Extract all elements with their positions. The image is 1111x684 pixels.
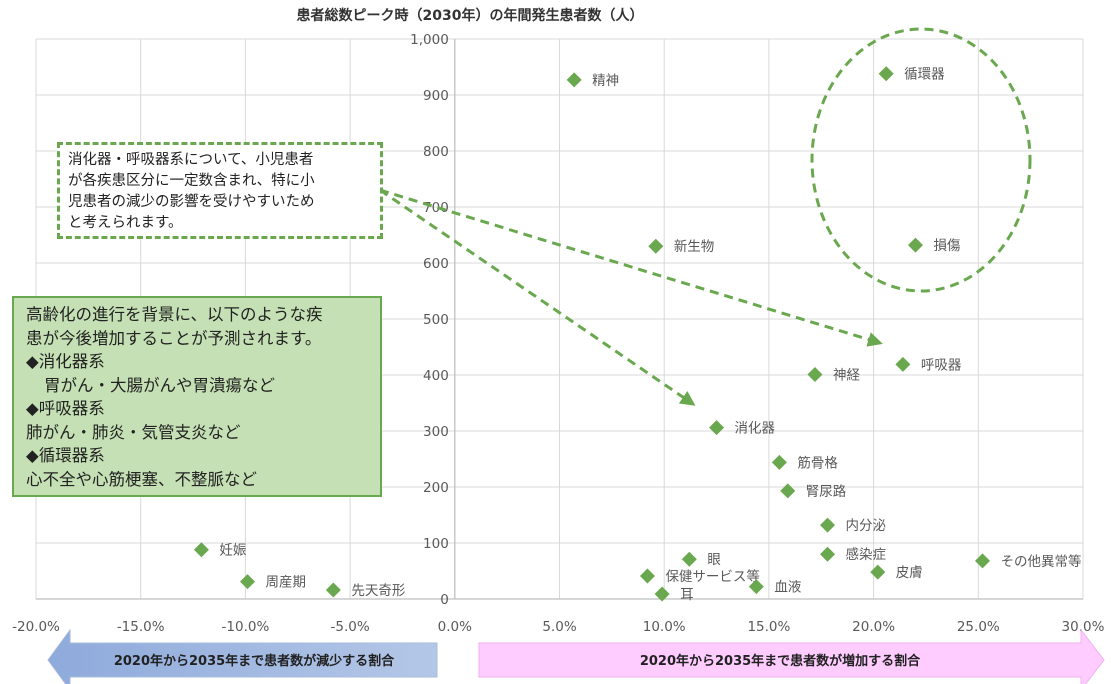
- data-point-label: 先天奇形: [351, 582, 405, 599]
- data-point-marker: [681, 551, 697, 567]
- x-tick-label: 30.0%: [1062, 619, 1105, 635]
- elderly-note-line: 患が今後増加することが予測されます。: [26, 328, 322, 348]
- y-tick-label: 400: [423, 368, 449, 384]
- data-point-label: 神経: [833, 367, 861, 383]
- pediatric-note-line: 児患者の減少の影響を受けやすいため: [68, 194, 315, 210]
- x-tick-label: 5.0%: [542, 619, 576, 635]
- data-point-label: 保健サービス等: [665, 568, 760, 585]
- y-tick-label: 500: [423, 312, 449, 328]
- chart-title: 患者総数ピーク時（2030年）の年間発生患者数（人）: [297, 7, 644, 24]
- data-point-label: 精神: [592, 73, 619, 89]
- elderly-note-line: 胃がん・大腸がんや胃潰瘍など: [44, 375, 275, 395]
- increase-label: 2020年から2035年まで患者数が増加する割合: [640, 653, 921, 669]
- data-point-label: 耳: [680, 587, 694, 603]
- x-tick-label: 25.0%: [957, 619, 1000, 635]
- data-point-marker: [639, 568, 655, 584]
- x-tick-label: -10.0%: [222, 619, 270, 635]
- data-point-marker: [870, 564, 886, 580]
- data-point-label: 新生物: [674, 239, 715, 255]
- elderly-note-line: 高齢化の進行を背景に、以下のような疾: [26, 305, 323, 324]
- pediatric-note: 消化器・呼吸器系について、小児患者 が各疾患区分に一定数含まれ、特に小 児患者の…: [57, 142, 383, 239]
- y-tick-label: 600: [423, 256, 449, 272]
- data-point-label: 腎尿路: [806, 484, 847, 500]
- elderly-note-heading: ◆呼吸器系: [26, 399, 105, 418]
- grid: [35, 38, 1084, 600]
- data-point-marker: [974, 553, 990, 569]
- data-point-marker: [709, 420, 725, 436]
- callout-arrow-digestive: [379, 188, 696, 406]
- elderly-note-line: 肺がん・肺炎・気管支炎など: [26, 422, 241, 442]
- data-point-label: 眼: [707, 552, 721, 568]
- data-point-marker: [907, 237, 923, 253]
- elderly-note: 高齢化の進行を背景に、以下のような疾 患が今後増加することが予測されます。 ◆消…: [12, 296, 382, 497]
- decrease-label: 2020年から2035年まで患者数が減少する割合: [114, 653, 395, 669]
- x-tick-label: 10.0%: [643, 619, 686, 635]
- data-point-marker: [878, 66, 894, 82]
- data-point-marker: [748, 579, 764, 595]
- data-point-marker: [654, 586, 670, 602]
- y-tick-label: 300: [423, 424, 449, 440]
- data-point-label: 妊娠: [219, 543, 246, 559]
- callout-arrow-respiratory: [379, 188, 883, 347]
- elderly-note-heading: ◆循環器系: [26, 446, 105, 465]
- data-point-marker: [648, 238, 664, 254]
- y-tick-label: 100: [423, 536, 449, 552]
- data-point-label: 呼吸器: [921, 357, 962, 373]
- data-point-marker: [820, 517, 836, 533]
- data-point-marker: [820, 546, 836, 562]
- x-tick-label: -5.0%: [331, 619, 370, 635]
- data-point-label: 損傷: [933, 238, 961, 254]
- data-point-marker: [895, 356, 911, 372]
- data-point-label: 感染症: [846, 546, 887, 563]
- data-point-label: 内分泌: [846, 518, 887, 534]
- data-point-marker: [771, 454, 787, 470]
- y-tick-label: 1,000: [410, 32, 449, 48]
- y-tick-label: 200: [423, 480, 449, 496]
- x-tick-labels: -20.0% -15.0% -10.0% -5.0% 0.0% 5.0% 10.0% 15.0…: [12, 619, 1104, 635]
- highlight-ellipse: [810, 27, 1032, 293]
- data-point-label: 血液: [774, 580, 801, 596]
- x-tick-label: -15.0%: [117, 619, 165, 635]
- decrease-arrow: 2020年から2035年まで患者数が減少する割合: [47, 628, 438, 684]
- y-tick-label: 800: [423, 144, 449, 160]
- data-point-label: 筋骨格: [797, 454, 838, 471]
- increase-arrow: 2020年から2035年まで患者数が増加する割合: [478, 628, 1105, 684]
- data-point-marker: [780, 483, 796, 499]
- data-point-label: 循環器: [904, 67, 945, 83]
- x-tick-label: 0.0%: [438, 619, 472, 635]
- data-point-label: 周産期: [265, 575, 306, 591]
- pediatric-note-line: と考えられます。: [68, 215, 183, 231]
- y-tick-labels: 0 100 200 300 400 500 600 700 800 900 1,000: [410, 32, 449, 608]
- elderly-note-heading: ◆消化器系: [26, 352, 105, 371]
- x-tick-label: 15.0%: [747, 619, 790, 635]
- data-point-marker: [193, 542, 209, 558]
- y-tick-label: 700: [423, 200, 449, 216]
- y-tick-label: 900: [423, 88, 449, 104]
- data-point-marker: [566, 72, 582, 88]
- data-point-marker: [239, 574, 255, 590]
- x-tick-label: 20.0%: [852, 619, 895, 635]
- x-tick-label: -20.0%: [12, 619, 60, 635]
- data-point-label: その他異常等: [1000, 553, 1081, 570]
- data-point-label: 消化器: [735, 421, 776, 437]
- data-point-label: 皮膚: [896, 565, 923, 581]
- pediatric-note-line: が各疾患区分に一定数含まれ、特に小: [68, 173, 315, 189]
- elderly-note-line: 心不全や心筋梗塞、不整脈など: [26, 469, 257, 489]
- data-point-marker: [807, 366, 823, 382]
- y-tick-label: 0: [440, 592, 449, 608]
- pediatric-note-line: 消化器・呼吸器系について、小児患者: [68, 152, 314, 168]
- data-point-marker: [325, 582, 341, 598]
